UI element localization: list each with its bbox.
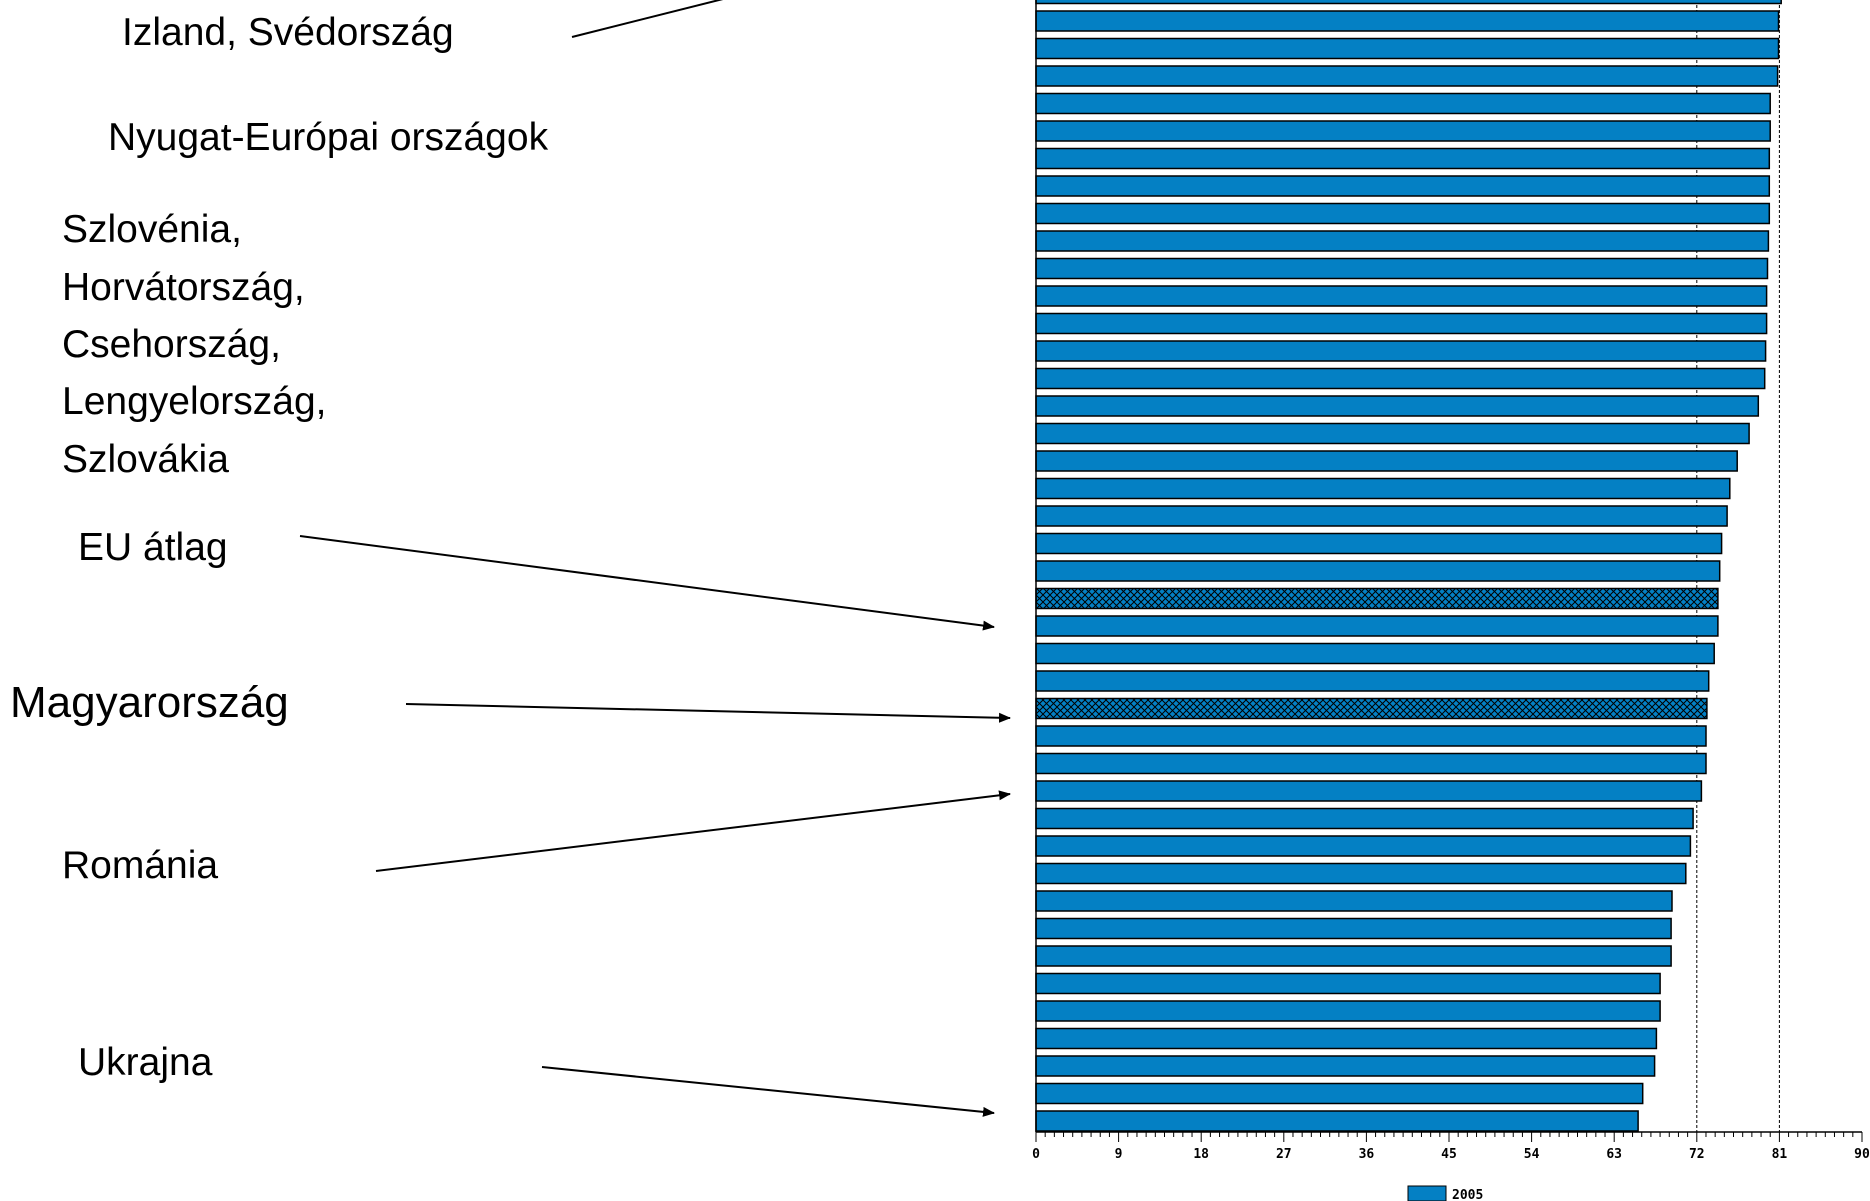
bar [1035,120,1771,142]
bar [1035,230,1770,252]
bar [1035,0,1782,5]
annotation-ro: Románia [62,844,218,887]
bar [1035,65,1779,87]
bar-series-2005 [1035,0,1782,1132]
bar [1035,917,1672,940]
x-tick-label: 72 [1689,1147,1705,1162]
bar [1035,642,1715,665]
arrow-ro [375,790,1011,872]
arrow-izland [571,0,724,38]
arrow-eu [299,535,995,631]
bar [1035,670,1710,692]
annotation-kozep-3: Csehország, [62,323,281,366]
legend-swatch [1407,1185,1447,1201]
bar [1035,780,1703,802]
bar [1035,37,1780,60]
annotation-izland: Izland, Svédország [122,11,454,54]
annotation-hu: Magyarország [10,678,289,727]
bar [1035,257,1769,280]
bar [1035,945,1672,967]
bar [1035,92,1771,115]
legend-label: 2005 [1452,1188,1483,1201]
annotations: Izland, Svédország Nyugat-Európai ország… [10,0,1011,1117]
bar [1035,1000,1661,1022]
bar [1035,972,1661,995]
bar [1035,340,1767,362]
x-tick-label: 63 [1606,1147,1622,1162]
x-axis: 0 9 18 27 36 45 54 63 72 81 90 [1032,0,1870,1162]
arrow-ua [541,1066,995,1117]
bar [1035,807,1694,830]
bar [1035,752,1707,775]
bar-highlighted [1035,697,1708,720]
bar-highlighted [1035,587,1719,610]
annotation-ua: Ukrajna [78,1041,213,1084]
bar [1035,422,1750,445]
x-tick-label: 27 [1276,1147,1292,1162]
annotation-kozep-2: Horvátország, [62,266,305,309]
bar [1035,450,1738,472]
annotation-kozep-1: Szlovénia, [62,208,242,251]
bar [1035,560,1721,582]
arrow-hu [405,703,1011,723]
bar [1035,615,1719,637]
bar [1035,835,1692,857]
bar [1035,532,1723,555]
bar [1035,477,1731,500]
bar [1035,890,1673,912]
bar [1035,505,1728,527]
bar [1035,1055,1656,1077]
annotation-nyugat: Nyugat-Európai országok [108,116,549,159]
annotation-kozep-5: Szlovákia [62,438,229,481]
annotation-kozep-4: Lengyelország, [62,380,327,423]
bar [1035,367,1766,390]
bar [1035,175,1771,197]
annotation-eu: EU átlag [78,526,228,569]
bar [1035,147,1771,170]
legend: 2005 [1407,1185,1483,1201]
bar [1035,285,1768,307]
bar [1035,395,1760,417]
x-tick-label: 9 [1115,1147,1123,1162]
x-tick-label: 36 [1359,1147,1375,1162]
bar [1035,862,1687,885]
x-tick-label: 81 [1772,1147,1788,1162]
x-tick-label: 90 [1854,1147,1870,1162]
bar [1035,312,1768,335]
x-tick-label: 45 [1441,1147,1457,1162]
bar [1035,1027,1658,1050]
bar [1035,202,1771,225]
x-tick-label: 54 [1524,1147,1540,1162]
x-tick-label: 18 [1193,1147,1209,1162]
bar [1035,10,1780,32]
bar [1035,1082,1644,1105]
bar [1035,1110,1639,1132]
x-tick-label: 0 [1032,1147,1040,1162]
bar [1035,725,1707,747]
